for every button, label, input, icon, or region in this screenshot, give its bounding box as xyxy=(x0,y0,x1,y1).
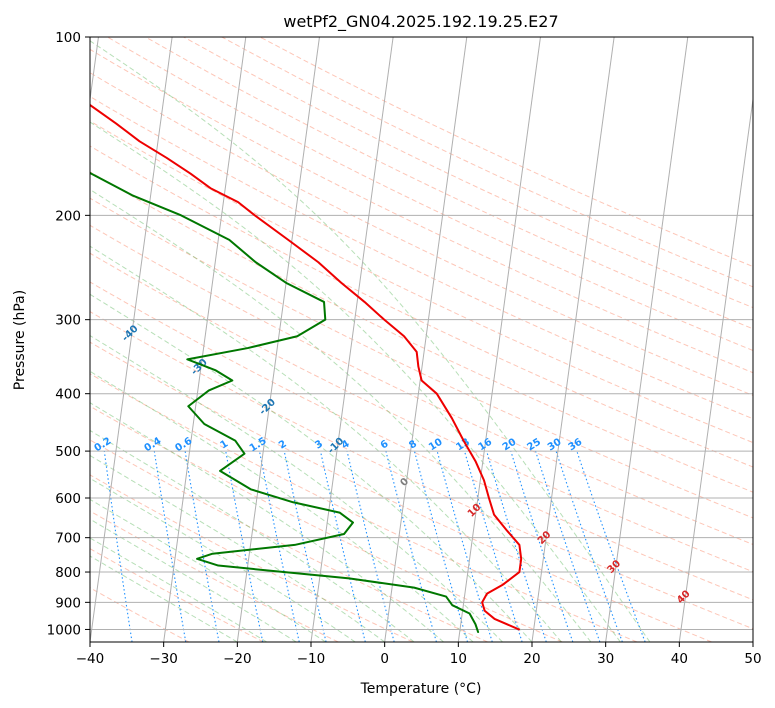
mixing-ratio-label: 8 xyxy=(407,438,419,451)
isotherm-gridline xyxy=(236,37,320,642)
mixing-ratio-lines xyxy=(103,450,646,642)
isotherm-gridline xyxy=(310,37,394,642)
y-tick-label: 500 xyxy=(55,444,81,460)
x-tick-label: 40 xyxy=(671,651,688,667)
moist-adiabat-line xyxy=(90,188,592,642)
moist-adiabat-line xyxy=(90,40,651,642)
isotherm-gridline xyxy=(163,37,247,642)
dewpoint-profile-line xyxy=(90,171,480,634)
chart-title: wetPf2_GN04.2025.192.19.25.E27 xyxy=(283,12,558,32)
mixing-ratio-line xyxy=(319,450,366,642)
y-tick-label: 400 xyxy=(55,387,81,403)
dry-adiabat-line xyxy=(145,37,753,330)
x-tick-label: −20 xyxy=(223,651,252,667)
dry-adiabat-line xyxy=(90,281,753,601)
plot-background xyxy=(90,37,753,642)
dry-adiabat-line xyxy=(90,439,488,642)
mixing-ratio-line xyxy=(555,450,623,642)
dry-adiabat-line xyxy=(90,197,753,519)
dry-adiabat-line xyxy=(90,548,264,642)
y-tick-label: 200 xyxy=(55,208,81,224)
moist-adiabat-line xyxy=(90,537,268,642)
dry-adiabat-line xyxy=(90,405,563,642)
moist-adiabat-line xyxy=(90,518,297,642)
moist-adiabat-line xyxy=(90,334,503,642)
dry-adiabat-line xyxy=(90,48,753,374)
plot-frame xyxy=(89,36,754,643)
x-tick-label: −30 xyxy=(149,651,178,667)
y-axis: 100 200 300 400 500 600 700 800 900 1000 xyxy=(47,30,90,638)
sounding-profiles xyxy=(90,103,523,634)
isotherm-gridline xyxy=(90,37,173,642)
mixing-ratio-line xyxy=(576,450,646,642)
x-tick-label: 20 xyxy=(523,651,540,667)
mixing-ratio-label: 6 xyxy=(379,438,391,451)
y-tick-label: 300 xyxy=(55,313,81,329)
x-tick-label: −10 xyxy=(297,651,326,667)
temperature-profile-line xyxy=(90,103,523,631)
pressure-gridlines xyxy=(90,37,753,630)
mixing-ratio-label: 4 xyxy=(340,438,352,451)
mixing-ratio-label: 2 xyxy=(277,438,289,451)
moist-adiabat-line xyxy=(90,370,474,642)
moist-adiabat-line xyxy=(90,402,444,642)
dry-adiabat-line xyxy=(90,224,753,546)
skewed-isotherms xyxy=(90,37,753,642)
x-axis-title: Temperature (°C) xyxy=(360,681,482,697)
x-tick-label: −40 xyxy=(76,651,105,667)
moist-adiabat-line xyxy=(90,477,356,642)
moist-adiabat-line xyxy=(90,121,621,642)
moist-adiabats xyxy=(90,40,651,642)
x-tick-label: 10 xyxy=(450,651,467,667)
x-tick-label: 0 xyxy=(380,651,389,667)
x-axis: −40 −30 −20 −10 0 10 20 30 40 50 xyxy=(76,642,762,667)
mixing-ratio-line xyxy=(486,450,547,642)
y-tick-label: 100 xyxy=(55,30,81,46)
y-tick-label: 700 xyxy=(55,531,81,547)
mixing-ratio-line xyxy=(413,450,469,642)
dry-adiabat-line xyxy=(90,95,753,420)
y-axis-title: Pressure (hPa) xyxy=(12,290,28,390)
y-tick-label: 1000 xyxy=(47,622,81,638)
dry-adiabat-line xyxy=(90,311,753,630)
isotherm-gridline xyxy=(531,37,615,642)
isotherm-gridline xyxy=(384,37,468,642)
x-tick-label: 30 xyxy=(597,651,614,667)
x-tick-label: 50 xyxy=(744,651,761,667)
dry-adiabat-line xyxy=(107,37,753,352)
moist-adiabat-line xyxy=(90,293,533,642)
mixing-ratio-line xyxy=(463,450,523,642)
mixing-ratio-line xyxy=(535,450,601,642)
y-tick-label: 900 xyxy=(55,595,81,611)
y-tick-label: 600 xyxy=(55,491,81,507)
mixing-ratio-line xyxy=(385,450,437,642)
isotherm-gridline xyxy=(605,37,689,642)
moist-adiabat-line xyxy=(90,555,238,642)
y-tick-label: 800 xyxy=(55,565,81,581)
moist-adiabat-line xyxy=(90,245,562,642)
mixing-ratio-line xyxy=(510,450,574,642)
isotherm-gridline xyxy=(678,95,753,642)
moist-adiabat-line xyxy=(90,454,385,642)
dry-adiabat-line xyxy=(90,72,753,396)
mixing-ratio-line xyxy=(436,450,493,642)
mixing-ratio-line xyxy=(258,450,300,642)
dry-adiabat-line xyxy=(90,373,638,642)
mixing-ratio-label: 1 xyxy=(219,438,231,451)
isotherm-gridline xyxy=(457,37,541,642)
mixing-ratio-label: 3 xyxy=(313,438,325,451)
dry-adiabat-line xyxy=(183,37,753,309)
mixing-ratio-line xyxy=(283,450,327,642)
